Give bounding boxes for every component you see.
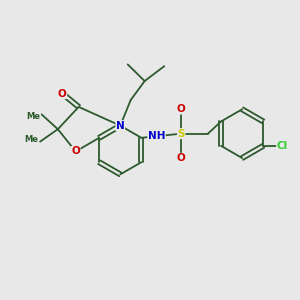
Text: S: S: [178, 129, 185, 139]
Text: Me: Me: [26, 112, 40, 121]
Text: O: O: [71, 146, 80, 157]
Text: N: N: [116, 121, 125, 130]
Text: O: O: [58, 88, 67, 98]
Text: NH: NH: [148, 131, 165, 141]
Text: O: O: [177, 104, 186, 114]
Text: O: O: [177, 153, 186, 163]
Text: Me: Me: [25, 135, 39, 144]
Text: Cl: Cl: [277, 141, 288, 151]
